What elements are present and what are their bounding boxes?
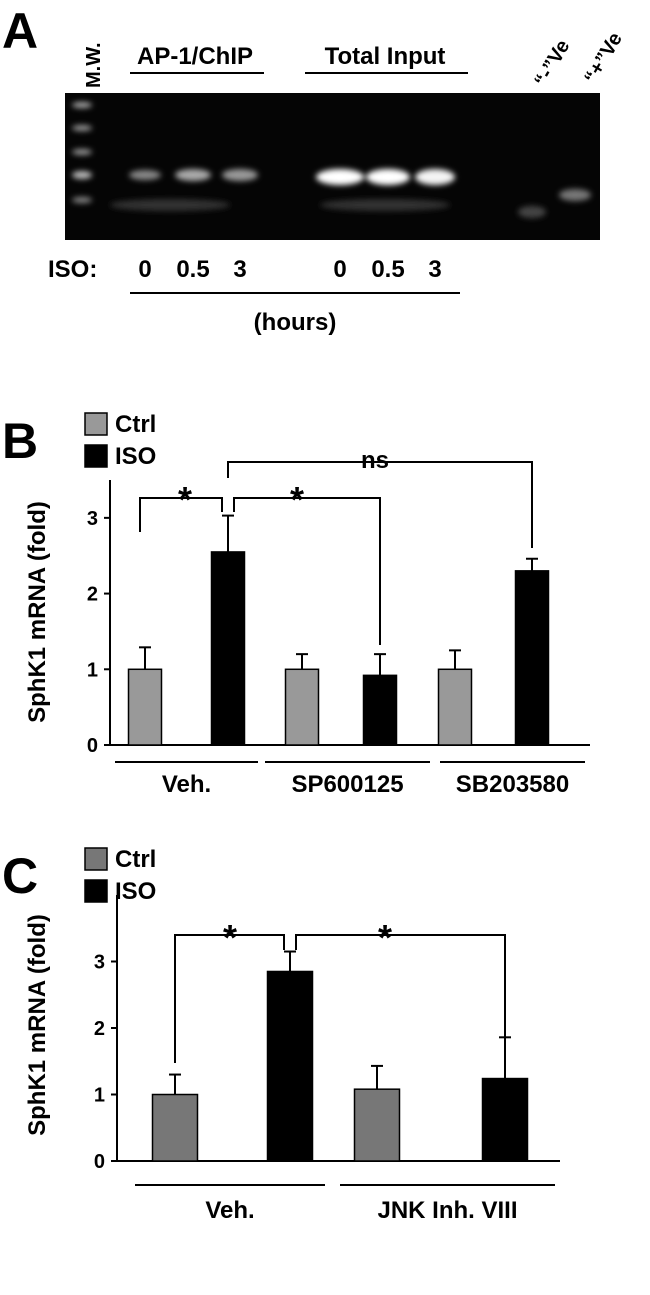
- significance-label: ns: [361, 447, 389, 474]
- bar: [481, 1077, 529, 1162]
- y-tick-label: 1: [94, 1085, 105, 1107]
- significance-bracket: [227, 461, 533, 548]
- bar: [362, 674, 398, 746]
- significance-label: *: [178, 479, 192, 520]
- y-tick-label: 0: [87, 735, 98, 757]
- time-label: 3: [233, 256, 246, 283]
- panel-label: C: [2, 848, 38, 904]
- row-label: ISO:: [48, 256, 97, 283]
- bar: [210, 551, 246, 746]
- y-tick-label: 0: [94, 1151, 105, 1173]
- legend-label: Ctrl: [115, 846, 156, 873]
- y-tick-label: 2: [94, 1018, 105, 1040]
- legend-label: ISO: [115, 878, 156, 905]
- group-label: Total Input: [325, 43, 446, 70]
- x-tick-label: SP600125: [291, 771, 403, 798]
- legend-label: ISO: [115, 443, 156, 470]
- y-tick-label: 2: [87, 584, 98, 606]
- significance-label: *: [378, 917, 392, 958]
- time-label: 0.5: [371, 256, 404, 283]
- bar: [284, 668, 320, 746]
- bar: [353, 1088, 401, 1162]
- panel-label: A: [2, 3, 38, 59]
- bar: [266, 970, 314, 1162]
- y-tick-label: 1: [87, 659, 98, 681]
- time-label: 0: [138, 256, 151, 283]
- significance-bracket: [233, 497, 381, 645]
- legend-swatch: [84, 444, 108, 468]
- time-label: 3: [428, 256, 441, 283]
- significance-bracket: [174, 934, 285, 1063]
- y-axis-label: SphK1 mRNA (fold): [24, 501, 51, 723]
- legend-swatch: [84, 847, 108, 871]
- x-tick-label: Veh.: [205, 1197, 254, 1224]
- group-label: AP-1/ChIP: [137, 43, 253, 70]
- x-tick-label: SB203580: [456, 771, 569, 798]
- x-tick-label: JNK Inh. VIII: [377, 1197, 517, 1224]
- gel-bands: [72, 102, 591, 218]
- control-label: “+”Ve: [580, 29, 627, 88]
- significance-label: *: [290, 479, 304, 520]
- legend-label: Ctrl: [115, 411, 156, 438]
- significance-bracket: [139, 497, 223, 532]
- bar: [127, 668, 163, 746]
- significance-bracket: [295, 934, 506, 1055]
- marker-label: M.W.: [83, 42, 105, 88]
- significance-label: *: [223, 917, 237, 958]
- y-tick-label: 3: [94, 952, 105, 974]
- legend-swatch: [84, 879, 108, 903]
- legend-swatch: [84, 412, 108, 436]
- bar: [437, 668, 473, 746]
- x-tick-label: Veh.: [162, 771, 211, 798]
- bar: [151, 1093, 199, 1162]
- panel-label: B: [2, 413, 38, 469]
- unit-label: (hours): [254, 309, 337, 336]
- control-label: “-”Ve: [530, 36, 574, 90]
- y-tick-label: 3: [87, 508, 98, 530]
- gel: [65, 93, 600, 240]
- time-label: 0: [333, 256, 346, 283]
- time-label: 0.5: [176, 256, 209, 283]
- y-axis-label: SphK1 mRNA (fold): [24, 914, 51, 1136]
- bar: [514, 570, 550, 746]
